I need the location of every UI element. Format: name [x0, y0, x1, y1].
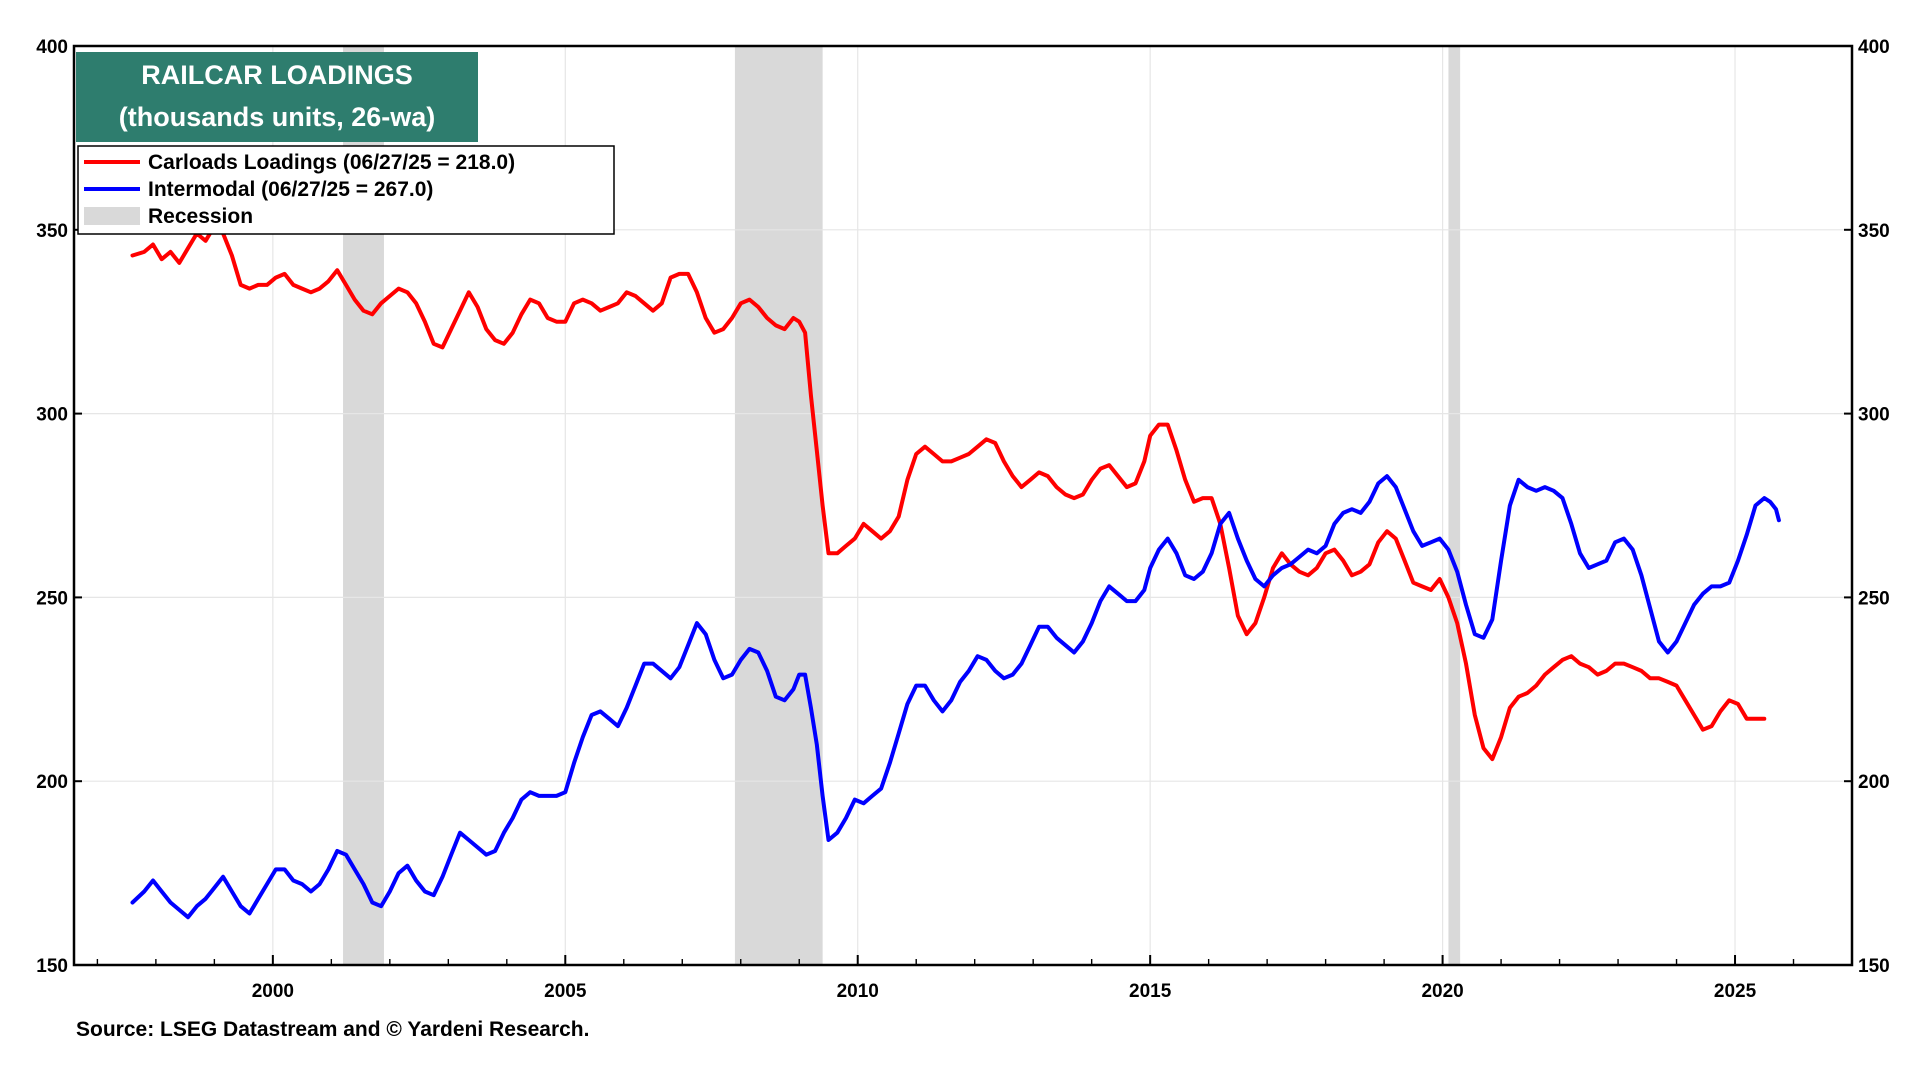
- legend-frame: [77, 145, 615, 235]
- series-lines: [130, 224, 1781, 920]
- recession-band-2: [1448, 46, 1461, 965]
- left-tick-label-200: 200: [36, 772, 68, 793]
- title-background: [76, 52, 478, 142]
- series-line-intermodal: [130, 474, 1781, 920]
- chart-title: RAILCAR LOADINGS: [141, 60, 413, 90]
- axes: 150 150 200 200 250 250 300 300 350 350 400 400 2000…: [36, 37, 1889, 1002]
- legend-label-intermodal: Intermodal (06/27/25 = 267.0): [148, 178, 433, 201]
- x-tick-label-2005: 2005: [544, 981, 587, 1002]
- x-tick-label-2025: 2025: [1714, 981, 1757, 1002]
- recession-band-1: [734, 46, 823, 965]
- gridlines: [74, 46, 1852, 965]
- x-tick-label-2010: 2010: [837, 981, 879, 1002]
- legend-label-recession: Recession: [148, 205, 253, 228]
- source-note: Source: LSEG Datastream and © Yardeni Re…: [76, 1018, 589, 1041]
- x-tick-label-2020: 2020: [1421, 981, 1463, 1002]
- right-tick-label-150: 150: [1858, 956, 1890, 977]
- legend: Carloads Loadings (06/27/25 = 218.0) Int…: [77, 145, 615, 235]
- left-tick-label-400: 400: [36, 37, 68, 58]
- x-tick-label-2015: 2015: [1129, 981, 1172, 1002]
- right-tick-label-200: 200: [1858, 772, 1890, 793]
- right-tick-label-300: 300: [1858, 405, 1890, 426]
- plot-frame: [72, 44, 1854, 967]
- right-tick-label-400: 400: [1858, 37, 1890, 58]
- series-line-carloads-loadings: [130, 224, 1767, 762]
- chart-subtitle: (thousands units, 26-wa): [119, 102, 436, 132]
- legend-label-carloads: Carloads Loadings (06/27/25 = 218.0): [148, 151, 515, 174]
- left-tick-label-250: 250: [36, 588, 68, 609]
- right-tick-label-350: 350: [1858, 221, 1890, 242]
- right-tick-label-250: 250: [1858, 588, 1890, 609]
- legend-swatch-recession: [84, 207, 140, 225]
- left-tick-label-350: 350: [36, 221, 68, 242]
- title-box: RAILCAR LOADINGS (thousands units, 26-wa…: [76, 52, 478, 142]
- x-tick-label-2000: 2000: [252, 981, 294, 1002]
- left-tick-label-150: 150: [36, 956, 68, 977]
- left-tick-label-300: 300: [36, 405, 68, 426]
